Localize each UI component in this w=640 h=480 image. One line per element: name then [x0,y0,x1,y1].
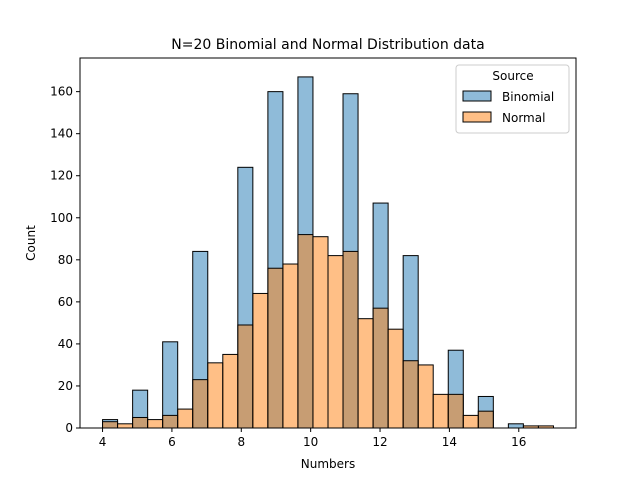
y-tick-label: 60 [58,295,73,309]
x-axis-label: Numbers [301,457,355,471]
x-tick-label: 10 [303,435,318,449]
y-tick-label: 120 [50,169,73,183]
y-tick-label: 0 [65,421,73,435]
y-tick-label: 80 [58,253,73,267]
normal-bar-8 [222,353,239,429]
normal-bar-20 [402,360,419,429]
normal-bar-10 [252,292,269,429]
x-tick-label: 16 [511,435,526,449]
legend-label-binomial: Binomial [502,90,554,104]
normal-bar-4 [162,414,179,429]
y-tick-label: 160 [50,85,73,99]
legend-swatch-normal [462,111,492,123]
x-tick-label: 14 [442,435,457,449]
normal-bar-13 [297,234,314,429]
normal-bar-0 [102,421,119,429]
x-tick-label: 8 [237,435,245,449]
plot-frame [79,57,577,429]
normal-bar-22 [432,393,449,429]
normal-bars [102,234,554,429]
y-axis-ticks: 0 20 40 60 80 100 120 140 160 [50,85,80,435]
normal-bar-1 [117,423,134,429]
normal-bar-18 [372,307,389,429]
x-tick-label: 4 [99,435,107,449]
normal-bar-7 [207,362,224,429]
y-tick-label: 140 [50,127,73,141]
normal-bar-16 [342,250,359,429]
normal-bar-23 [447,393,464,429]
y-tick-label: 40 [58,337,73,351]
normal-bar-17 [357,318,374,429]
chart-title: N=20 Binomial and Normal Distribution da… [171,37,484,53]
normal-bar-3 [147,419,164,429]
normal-bar-15 [327,255,344,429]
normal-bar-24 [462,414,479,429]
y-axis-label: Count [24,225,38,261]
normal-bar-2 [132,416,149,429]
normal-bar-19 [387,328,404,429]
x-axis-ticks: 4 6 8 10 12 14 16 [99,428,526,449]
legend-label-normal: Normal [502,111,545,125]
y-tick-label: 100 [50,211,73,225]
x-tick-label: 12 [372,435,387,449]
normal-bar-21 [417,364,434,429]
normal-bar-12 [282,263,299,429]
normal-bar-6 [192,379,209,429]
normal-bar-25 [477,410,494,429]
normal-bar-11 [267,267,284,429]
binomial-bar-12 [507,423,524,429]
legend-title: Source [492,69,533,83]
y-tick-label: 20 [58,379,73,393]
normal-bar-9 [237,324,254,429]
normal-bar-14 [312,236,329,429]
normal-bar-5 [177,408,194,429]
legend-swatch-binomial [462,90,492,102]
x-tick-label: 6 [168,435,176,449]
legend: Source Binomial Normal [455,64,570,134]
